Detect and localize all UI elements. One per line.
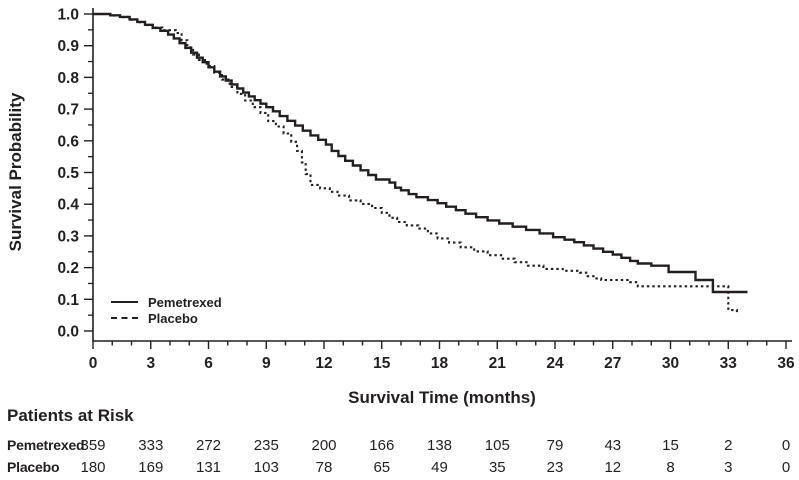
solid-line-swatch-icon: [111, 301, 138, 303]
risk-row-label-pemetrexed: Pemetrexed: [7, 437, 85, 453]
risk-count: 35: [488, 459, 506, 476]
svg-text:36: 36: [777, 355, 795, 372]
svg-text:0.4: 0.4: [57, 197, 79, 214]
svg-text:33: 33: [720, 355, 738, 372]
svg-text:12: 12: [315, 355, 332, 372]
risk-row-placebo: Placebo 180 169 131 103 78 65 49 35 23 12 8 3 0: [0, 459, 799, 477]
risk-count: 23: [546, 459, 564, 476]
svg-text:9: 9: [262, 355, 271, 372]
risk-count: 65: [373, 459, 391, 476]
legend: Pemetrexed Placebo: [111, 294, 222, 326]
risk-count: 15: [662, 437, 679, 454]
svg-text:21: 21: [489, 355, 507, 372]
risk-count: 49: [431, 459, 448, 476]
svg-text:0: 0: [89, 355, 98, 372]
risk-count: 235: [253, 437, 279, 454]
risk-count: 169: [138, 459, 164, 476]
legend-label-placebo: Placebo: [148, 310, 198, 326]
svg-text:24: 24: [546, 355, 564, 372]
legend-item-placebo: Placebo: [111, 310, 222, 326]
risk-count: 12: [604, 459, 622, 476]
svg-text:0.7: 0.7: [57, 102, 79, 119]
svg-text:0.0: 0.0: [57, 324, 79, 341]
risk-count: 3: [724, 459, 733, 476]
svg-text:0.9: 0.9: [57, 38, 79, 55]
legend-item-pemetrexed: Pemetrexed: [111, 294, 222, 310]
risk-count: 105: [484, 437, 510, 454]
risk-count: 359: [80, 437, 106, 454]
svg-text:3: 3: [146, 355, 155, 372]
risk-count: 103: [253, 459, 279, 476]
svg-text:6: 6: [204, 355, 213, 372]
svg-text:0.1: 0.1: [57, 292, 79, 309]
risk-count: 0: [781, 459, 791, 476]
svg-text:0.8: 0.8: [57, 70, 79, 87]
risk-count: 78: [315, 459, 333, 476]
risk-count: 333: [138, 437, 164, 454]
svg-text:30: 30: [662, 355, 679, 372]
risk-count: 272: [195, 437, 222, 454]
risk-count: 2: [724, 437, 733, 454]
risk-count: 43: [604, 437, 622, 454]
risk-count: 8: [666, 459, 675, 476]
risk-count: 79: [546, 437, 564, 454]
risk-count: 0: [781, 437, 791, 454]
risk-count: 138: [426, 437, 453, 454]
svg-text:27: 27: [604, 355, 621, 372]
svg-text:0.5: 0.5: [57, 165, 79, 182]
risk-row-pemetrexed: Pemetrexed 359 333 272 235 200 166 138 105 79 43 1…: [0, 437, 799, 455]
risk-row-label-placebo: Placebo: [7, 459, 60, 475]
risk-count: 131: [195, 459, 222, 476]
risk-count: 200: [311, 437, 337, 454]
svg-text:18: 18: [431, 355, 449, 372]
x-axis-title: Survival Time (months): [348, 388, 536, 407]
y-axis-title: Survival Probability: [6, 92, 25, 251]
dashed-line-swatch-icon: [111, 317, 138, 319]
risk-count: 180: [80, 459, 106, 476]
risk-count: 166: [369, 437, 395, 454]
svg-text:15: 15: [373, 355, 391, 372]
risk-table-heading: Patients at Risk: [7, 406, 134, 425]
svg-text:0.6: 0.6: [57, 133, 79, 150]
svg-text:1.0: 1.0: [57, 7, 79, 24]
svg-text:0.2: 0.2: [57, 260, 79, 277]
axes: 0 3 6 9 12 15 18 21 24 27 30 33 361.00.90.80.70.60.5…: [57, 7, 795, 373]
legend-label-pemetrexed: Pemetrexed: [148, 294, 222, 310]
survival-curves: [93, 12, 748, 313]
svg-text:0.3: 0.3: [57, 228, 79, 245]
